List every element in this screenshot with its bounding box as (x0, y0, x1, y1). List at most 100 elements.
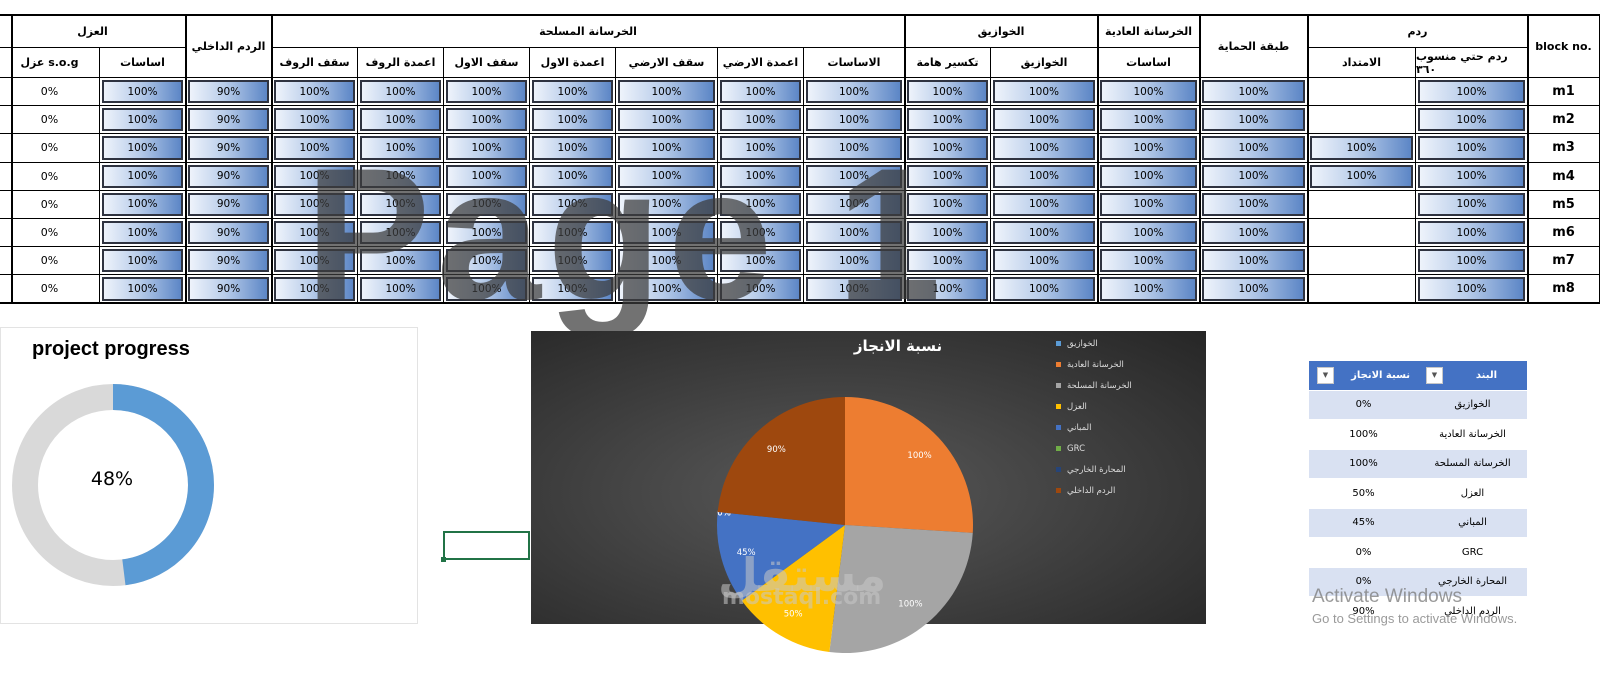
data-cell[interactable]: 100% (1416, 190, 1528, 219)
header-pct-cell[interactable]: ▼ نسبة الانجاز (1309, 361, 1418, 390)
data-cell[interactable]: 100% (1308, 162, 1416, 191)
data-cell[interactable]: 100% (100, 275, 186, 304)
data-cell[interactable]: 90% (186, 134, 272, 163)
data-cell[interactable]: 100% (718, 78, 804, 107)
data-cell[interactable]: 90% (186, 162, 272, 191)
data-cell[interactable]: 0% (0, 134, 100, 163)
item-cell[interactable]: العزل (1418, 479, 1527, 508)
data-cell[interactable]: 100% (616, 106, 718, 135)
data-cell[interactable]: 100% (804, 78, 905, 107)
data-cell[interactable]: 100% (100, 162, 186, 191)
data-cell[interactable]: 100% (991, 275, 1098, 304)
data-cell[interactable]: 100% (1098, 78, 1200, 107)
pct-cell[interactable]: 0% (1309, 567, 1418, 596)
data-cell[interactable]: 100% (100, 134, 186, 163)
data-cell[interactable]: 100% (991, 162, 1098, 191)
data-cell[interactable]: 100% (530, 190, 616, 219)
data-cell[interactable]: 100% (1098, 162, 1200, 191)
data-cell[interactable]: 100% (358, 247, 444, 276)
data-cell[interactable]: 100% (1200, 219, 1308, 248)
data-cell[interactable]: 100% (1416, 106, 1528, 135)
data-cell[interactable] (1308, 190, 1416, 219)
data-cell[interactable]: 90% (186, 190, 272, 219)
data-cell[interactable]: 100% (1416, 78, 1528, 107)
data-cell[interactable]: 100% (616, 275, 718, 304)
data-cell[interactable]: 100% (358, 106, 444, 135)
data-cell[interactable]: 100% (1098, 219, 1200, 248)
data-cell[interactable]: 100% (1416, 275, 1528, 304)
data-cell[interactable]: 90% (186, 247, 272, 276)
data-cell[interactable]: 100% (905, 275, 991, 304)
data-cell[interactable]: 100% (1416, 247, 1528, 276)
data-cell[interactable]: 100% (272, 190, 358, 219)
data-cell[interactable]: 100% (358, 134, 444, 163)
data-cell[interactable]: 90% (186, 219, 272, 248)
data-cell[interactable]: 100% (991, 134, 1098, 163)
data-cell[interactable]: 100% (616, 190, 718, 219)
pie-slice[interactable] (717, 397, 845, 525)
pct-cell[interactable]: 0% (1309, 390, 1418, 419)
data-cell[interactable]: 100% (530, 162, 616, 191)
data-cell[interactable]: 100% (905, 190, 991, 219)
data-cell[interactable]: 100% (905, 162, 991, 191)
data-cell[interactable]: 100% (100, 106, 186, 135)
data-cell[interactable] (1308, 219, 1416, 248)
data-cell[interactable]: 100% (1200, 78, 1308, 107)
data-cell[interactable]: 100% (530, 134, 616, 163)
dropdown-icon[interactable]: ▼ (1426, 366, 1443, 384)
data-cell[interactable]: 100% (1098, 106, 1200, 135)
data-cell[interactable]: 100% (1200, 190, 1308, 219)
data-cell[interactable]: 0% (0, 247, 100, 276)
data-cell[interactable]: 100% (1200, 247, 1308, 276)
data-cell[interactable]: 100% (1098, 275, 1200, 304)
data-cell[interactable]: 100% (530, 247, 616, 276)
data-cell[interactable]: 100% (991, 219, 1098, 248)
data-cell[interactable]: 100% (1200, 106, 1308, 135)
item-cell[interactable]: الردم الداخلي (1418, 597, 1527, 626)
data-cell[interactable]: 100% (718, 106, 804, 135)
data-cell[interactable]: 100% (1200, 134, 1308, 163)
data-cell[interactable]: 0% (0, 219, 100, 248)
pie-slice[interactable] (845, 397, 973, 533)
item-cell[interactable]: المحارة الخارجي (1418, 567, 1527, 596)
data-cell[interactable]: 100% (991, 190, 1098, 219)
data-cell[interactable]: 100% (272, 162, 358, 191)
data-cell[interactable]: 100% (905, 134, 991, 163)
pct-cell[interactable]: 45% (1309, 508, 1418, 537)
data-cell[interactable]: 100% (804, 275, 905, 304)
pie-slice[interactable] (741, 525, 845, 653)
pct-cell[interactable]: 50% (1309, 479, 1418, 508)
item-cell[interactable]: GRC (1418, 538, 1527, 567)
dropdown-icon[interactable]: ▼ (1317, 366, 1334, 384)
pie-slice[interactable] (717, 511, 845, 601)
data-cell[interactable]: 100% (804, 247, 905, 276)
data-cell[interactable]: 100% (358, 219, 444, 248)
pct-cell[interactable]: 100% (1309, 420, 1418, 449)
data-cell[interactable]: 100% (1098, 247, 1200, 276)
data-cell[interactable]: 100% (1308, 134, 1416, 163)
data-cell[interactable]: 100% (272, 275, 358, 304)
data-cell[interactable]: 100% (1416, 219, 1528, 248)
data-cell[interactable]: 0% (0, 275, 100, 304)
data-cell[interactable]: 100% (1200, 275, 1308, 304)
data-cell[interactable]: 100% (358, 190, 444, 219)
data-cell[interactable]: 100% (100, 190, 186, 219)
data-cell[interactable]: 100% (718, 247, 804, 276)
data-cell[interactable]: 100% (1098, 134, 1200, 163)
data-cell[interactable]: 100% (804, 106, 905, 135)
data-cell[interactable]: 100% (444, 190, 530, 219)
data-cell[interactable]: 100% (444, 106, 530, 135)
data-cell[interactable]: 100% (100, 247, 186, 276)
data-cell[interactable]: 100% (991, 106, 1098, 135)
data-cell[interactable]: 100% (530, 106, 616, 135)
item-cell[interactable]: المباني (1418, 508, 1527, 537)
data-cell[interactable]: 100% (804, 134, 905, 163)
item-cell[interactable]: الخوازيق (1418, 390, 1527, 419)
data-cell[interactable]: 100% (1416, 134, 1528, 163)
data-cell[interactable]: 100% (718, 219, 804, 248)
data-cell[interactable]: 100% (804, 219, 905, 248)
data-cell[interactable]: 100% (444, 219, 530, 248)
data-cell[interactable]: 100% (804, 162, 905, 191)
data-cell[interactable]: 0% (0, 106, 100, 135)
item-cell[interactable]: الخرسانة العادية (1418, 420, 1527, 449)
